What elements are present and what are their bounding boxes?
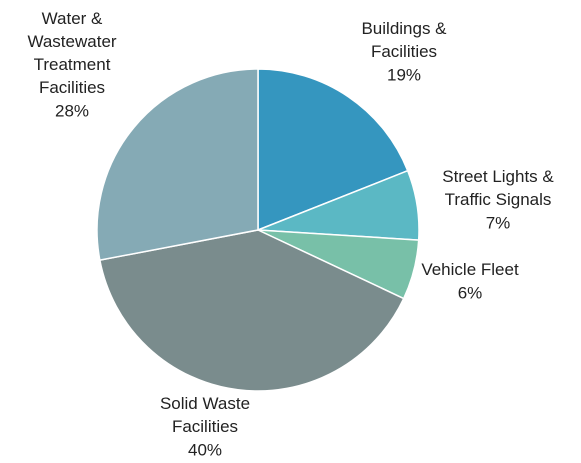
- slice-label: Solid Waste Facilities: [160, 394, 250, 436]
- slice-value-label: 19%: [387, 65, 421, 84]
- slice-value-label: 28%: [55, 101, 89, 120]
- slice-value-label: 6%: [458, 283, 483, 302]
- slice-label: Street Lights & Traffic Signals: [442, 167, 554, 209]
- slice-label: Vehicle Fleet: [421, 260, 519, 279]
- pie-slice: [96, 68, 259, 262]
- slice-label: Water & Wastewater Treatment Facilities: [27, 9, 116, 97]
- pie-slice: [98, 229, 405, 392]
- pie-slice: [257, 68, 409, 232]
- slice-value-label: 7%: [486, 213, 511, 232]
- slice-label: Buildings & Facilities: [361, 19, 447, 61]
- slice-value-label: 40%: [188, 440, 222, 458]
